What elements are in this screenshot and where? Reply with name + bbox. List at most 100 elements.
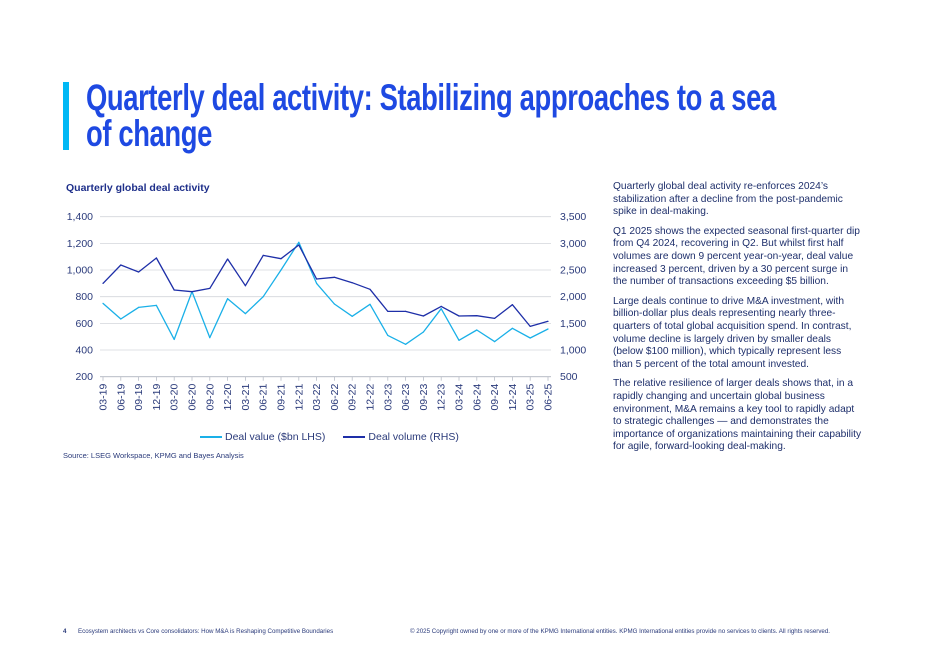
deal-volume-point [351,282,353,284]
paragraph: Q1 2025 shows the expected seasonal firs… [613,225,860,288]
y-right-tick-label: 1,000 [560,345,586,357]
deal-volume-point [316,278,318,280]
deal-value-point [102,302,104,304]
legend-swatch-volume [343,436,366,439]
deal-volume-point [494,317,496,319]
deal-value-point [351,315,353,317]
legend: Deal value ($bn LHS) Deal volume (RHS) [200,431,459,443]
x-tick-label: 03-23 [382,384,394,411]
x-tick-label: 06-19 [115,384,127,411]
paragraph: Quarterly global deal activity re-enforc… [613,181,843,218]
deal-volume-point [529,325,531,327]
x-tick-label: 12-24 [507,384,519,411]
deal-volume-point [120,264,122,266]
y-left-tick-label: 1,200 [67,238,93,250]
deal-value-point [227,298,229,300]
legend-item-volume: Deal volume (RHS) [343,431,459,443]
deal-volume-point [405,310,407,312]
y-left-tick-label: 400 [75,345,93,357]
legend-label: Deal value ($bn LHS) [225,431,326,443]
deal-volume-line [102,244,549,328]
x-tick-label: 12-23 [436,384,448,411]
deal-volume-point [209,287,211,289]
deal-value-point [333,303,335,305]
legend-label: Deal volume (RHS) [368,431,459,443]
deal-value-point [280,269,282,271]
y-right-tick-label: 3,500 [560,211,586,223]
page-number: 4 [63,628,67,635]
page-title: Quarterly deal activity: Stabilizing app… [86,77,776,154]
deal-value-point [511,327,513,329]
deal-volume-point [298,244,300,246]
x-tick-label: 03-21 [240,384,252,411]
y-left-tick-label: 800 [75,291,93,303]
deal-value-point [155,304,157,306]
deal-volume-point [102,282,104,284]
deal-volume-point [511,304,513,306]
deal-value-point [494,341,496,343]
paragraph: The relative resilience of larger deals … [613,378,862,453]
deal-value-point [209,337,211,339]
y-left-tick-label: 1,000 [67,265,93,277]
deal-volume-point [173,289,175,291]
x-tick-label: 06-22 [329,384,341,411]
deal-value-point [173,338,175,340]
x-tick-label: 09-22 [347,384,359,411]
deal-value-point [244,313,246,315]
source-note: Source: LSEG Workspace, KPMG and Bayes A… [63,451,244,460]
deal-volume-point [440,305,442,307]
deal-volume-point [138,271,140,273]
y-left-tick-label: 600 [75,318,93,330]
deal-value-point [422,331,424,333]
chart-title: Quarterly global deal activity [66,182,210,194]
deal-volume-point [227,258,229,260]
deal-volume-point [387,310,389,312]
deal-value-point [262,296,264,298]
deal-volume-point [155,257,157,259]
x-tick-label: 09-21 [276,384,288,411]
x-tick-label: 12-21 [293,384,305,411]
body-text: Quarterly global deal activity re-enforc… [613,181,863,461]
deal-value-point [120,318,122,320]
x-tick-label: 09-23 [418,384,430,411]
x-tick-label: 03-22 [311,384,323,411]
x-tick-label: 12-22 [365,384,377,411]
footer-copyright: © 2025 Copyright owned by one or more of… [410,628,831,635]
x-tick-label: 12-19 [151,384,163,411]
x-tick-label: 06-23 [400,384,412,411]
legend-swatch-value [200,436,222,439]
legend-item-value: Deal value ($bn LHS) [200,431,325,443]
x-tick-label: 06-25 [543,384,555,411]
deal-volume-point [333,276,335,278]
x-tick-label: 03-24 [454,384,466,411]
deal-volume-point [262,254,264,256]
x-tick-label: 06-21 [258,384,270,411]
y-right-tick-label: 500 [560,371,578,383]
deal-value-point [387,334,389,336]
deal-volume-point [244,285,246,287]
x-tick-label: 12-20 [222,384,234,411]
deal-volume-point [369,288,371,290]
x-tick-label: 09-24 [489,384,501,411]
title-accent-bar [63,82,69,150]
deal-value-point [440,308,442,310]
deal-value-line [102,241,549,345]
x-tick-label: 06-20 [187,384,199,411]
x-tick-label: 06-24 [471,384,483,411]
y-right-tick-label: 2,500 [560,265,586,277]
x-tick-label: 03-25 [525,384,537,411]
x-tick-label: 03-20 [169,384,181,411]
x-tick-label: 09-20 [204,384,216,411]
x-tick-label: 09-19 [133,384,145,411]
deal-value-point [138,306,140,308]
y-left-tick-label: 1,400 [67,211,93,223]
y-right-tick-label: 3,000 [560,238,586,250]
deal-value-point [316,282,318,284]
y-right-tick-label: 2,000 [560,291,586,303]
y-left-tick-label: 200 [75,371,93,383]
deal-volume-point [476,315,478,317]
deal-volume-point [547,320,549,322]
deal-value-point [529,337,531,339]
y-right-tick-label: 1,500 [560,318,586,330]
